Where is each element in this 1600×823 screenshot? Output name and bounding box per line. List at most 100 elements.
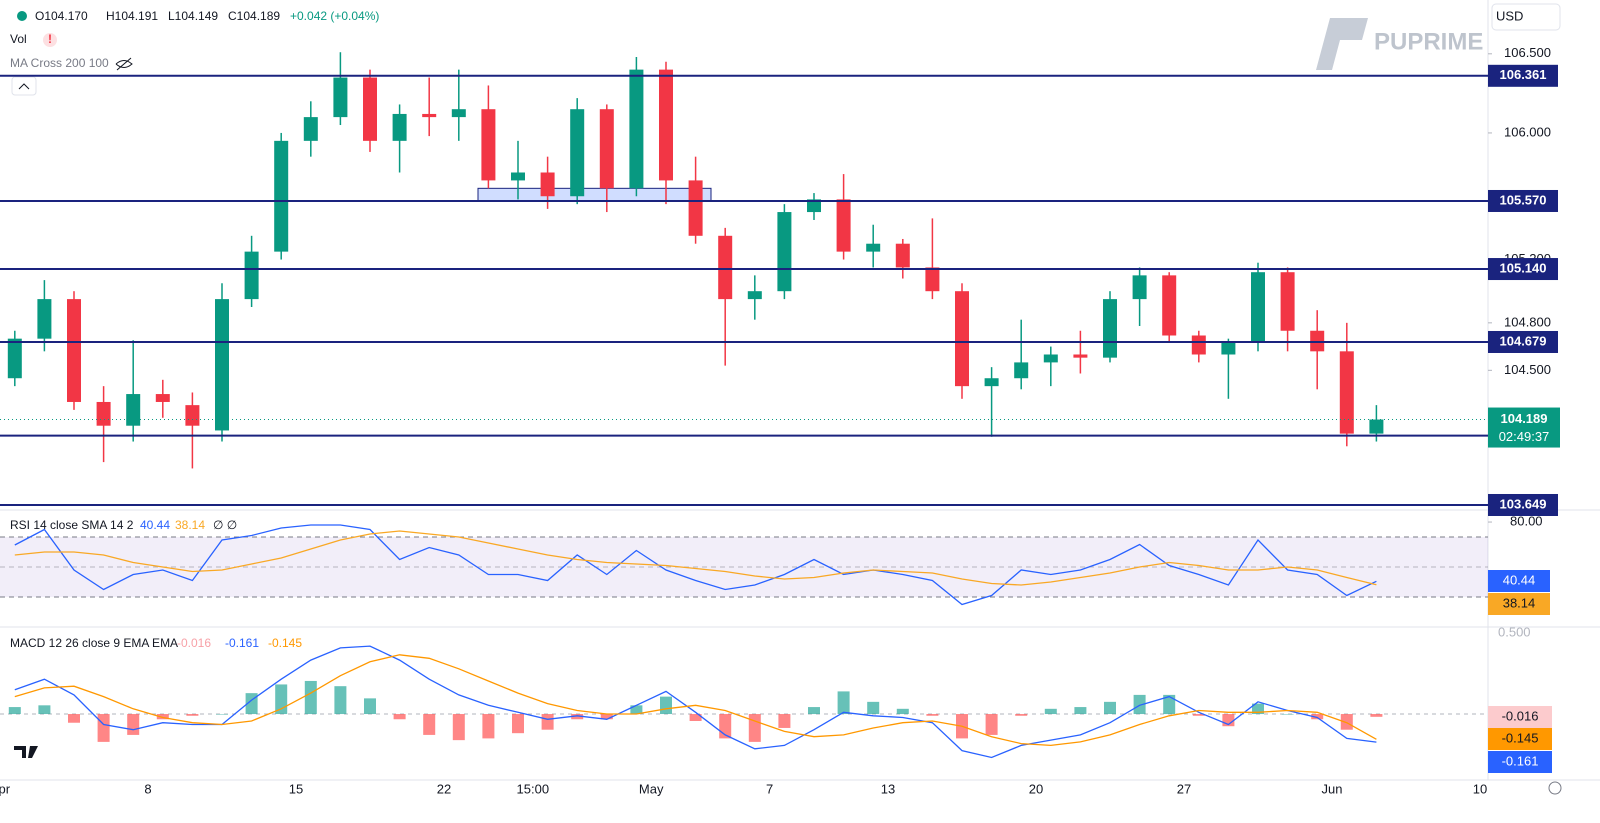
- x-tick-label: 8: [144, 781, 151, 796]
- histogram-bar: [482, 714, 495, 739]
- macd-value-label: -0.145: [1502, 730, 1539, 745]
- y-tick-label: 106.000: [1504, 124, 1551, 139]
- level-label-box: [1488, 330, 1558, 353]
- candle-body: [599, 109, 614, 189]
- histogram-bar: [1163, 694, 1176, 715]
- ohlc-value: L104.149: [168, 9, 218, 23]
- rsi-line: [14, 530, 1377, 586]
- candle-body: [659, 69, 673, 181]
- histogram-bar: [541, 714, 554, 730]
- histogram-bar: [837, 691, 850, 715]
- candle-body: [895, 243, 910, 268]
- candle-body: [777, 212, 792, 292]
- x-tick-label: 22: [437, 781, 451, 796]
- hidden-icon[interactable]: [115, 57, 133, 71]
- histogram-bar: [1281, 714, 1294, 715]
- macd-value-box: [1488, 751, 1552, 773]
- candle-body: [303, 117, 318, 141]
- ohlc-value: +0.042 (+0.04%): [290, 9, 379, 23]
- rsi-suffix: ∅ ∅: [213, 518, 237, 532]
- macd-value-label: -0.161: [1502, 753, 1539, 768]
- candle-body: [1103, 299, 1117, 358]
- macd-header-value: -0.145: [268, 636, 302, 650]
- histogram-bar: [127, 714, 140, 735]
- histogram-bar: [334, 686, 347, 715]
- candle-body: [1043, 354, 1058, 363]
- candle-body: [955, 291, 969, 387]
- candle-body: [984, 378, 999, 387]
- x-tick-label: 7: [766, 781, 773, 796]
- histogram-bar: [216, 714, 228, 715]
- support-zone: [477, 187, 712, 202]
- histogram-bar: [689, 714, 702, 721]
- candle-body: [126, 394, 141, 426]
- rsi-header-value: 38.14: [175, 518, 205, 532]
- y-tick-label: 0.500: [1498, 624, 1531, 639]
- x-tick-label: 20: [1029, 781, 1043, 796]
- histogram-bar: [1015, 714, 1028, 716]
- collapse-button[interactable]: [11, 76, 37, 96]
- macd-value-label: -0.016: [1502, 708, 1539, 723]
- candle-body: [1014, 362, 1029, 379]
- histogram-bar: [867, 701, 880, 715]
- watermark: PUPRIME: [1316, 18, 1483, 70]
- histogram-bar: [1104, 701, 1116, 715]
- histogram-bar: [1311, 714, 1324, 720]
- histogram-bar: [156, 714, 169, 720]
- level-label-box: [1488, 189, 1558, 212]
- candle-body: [363, 77, 377, 141]
- histogram-bar: [1133, 694, 1146, 715]
- level-label: 105.570: [1500, 192, 1547, 207]
- candle-body: [1221, 341, 1236, 355]
- x-tick-label: 27: [1177, 781, 1191, 796]
- watermark-text: PUPRIME: [1374, 28, 1483, 55]
- warning-icon[interactable]: [43, 33, 57, 47]
- candle-body: [1191, 335, 1206, 355]
- candle-body: [836, 199, 851, 252]
- candle-body: [7, 338, 22, 379]
- histogram-bar: [304, 680, 317, 715]
- candle-body: [747, 291, 762, 300]
- rsi-line: [14, 524, 1377, 606]
- status-dot: [17, 11, 27, 21]
- candle-body: [1280, 272, 1295, 331]
- macd-title: MACD 12 26 close 9 EMA EMA: [10, 636, 178, 650]
- rsi-value-box: [1488, 570, 1550, 592]
- ohlc-value: O104.170: [35, 9, 88, 23]
- histogram-bar: [97, 714, 110, 742]
- histogram-bar: [1370, 714, 1383, 717]
- histogram-bar: [364, 698, 376, 715]
- histogram-bar: [808, 707, 820, 715]
- candle-body: [244, 251, 259, 300]
- candle-body: [215, 299, 229, 431]
- candle-body: [1073, 354, 1088, 358]
- warning-mark: !: [48, 32, 52, 46]
- level-label-box: [1488, 64, 1558, 87]
- tv-logo: [14, 746, 38, 758]
- candle-body: [96, 401, 111, 426]
- candle-body: [1339, 351, 1354, 434]
- histogram-bar: [1340, 714, 1353, 730]
- candle-body: [155, 394, 170, 402]
- current-price-box: [1488, 407, 1560, 448]
- histogram-bar: [985, 714, 998, 735]
- ohlc-value: H104.191: [106, 9, 158, 23]
- y-tick-label: 104.800: [1504, 314, 1551, 329]
- candle-body: [511, 172, 525, 181]
- histogram-bar: [571, 714, 584, 720]
- x-tick-label: 15:00: [517, 781, 550, 796]
- rsi-title: RSI 14 close SMA 14 2: [10, 518, 134, 532]
- currency-button[interactable]: [1491, 3, 1561, 31]
- settings-icon[interactable]: [1548, 781, 1562, 795]
- histogram-bar: [926, 714, 939, 716]
- histogram-bar: [778, 714, 791, 728]
- macd-header-value: -0.161: [225, 636, 259, 650]
- candle-body: [185, 405, 200, 426]
- macd-line: [14, 654, 1377, 747]
- candle-body: [807, 199, 821, 213]
- level-label: 106.361: [1500, 67, 1547, 82]
- histogram-bar: [38, 705, 51, 715]
- candle-body: [718, 235, 733, 300]
- histogram-bar: [1074, 707, 1087, 715]
